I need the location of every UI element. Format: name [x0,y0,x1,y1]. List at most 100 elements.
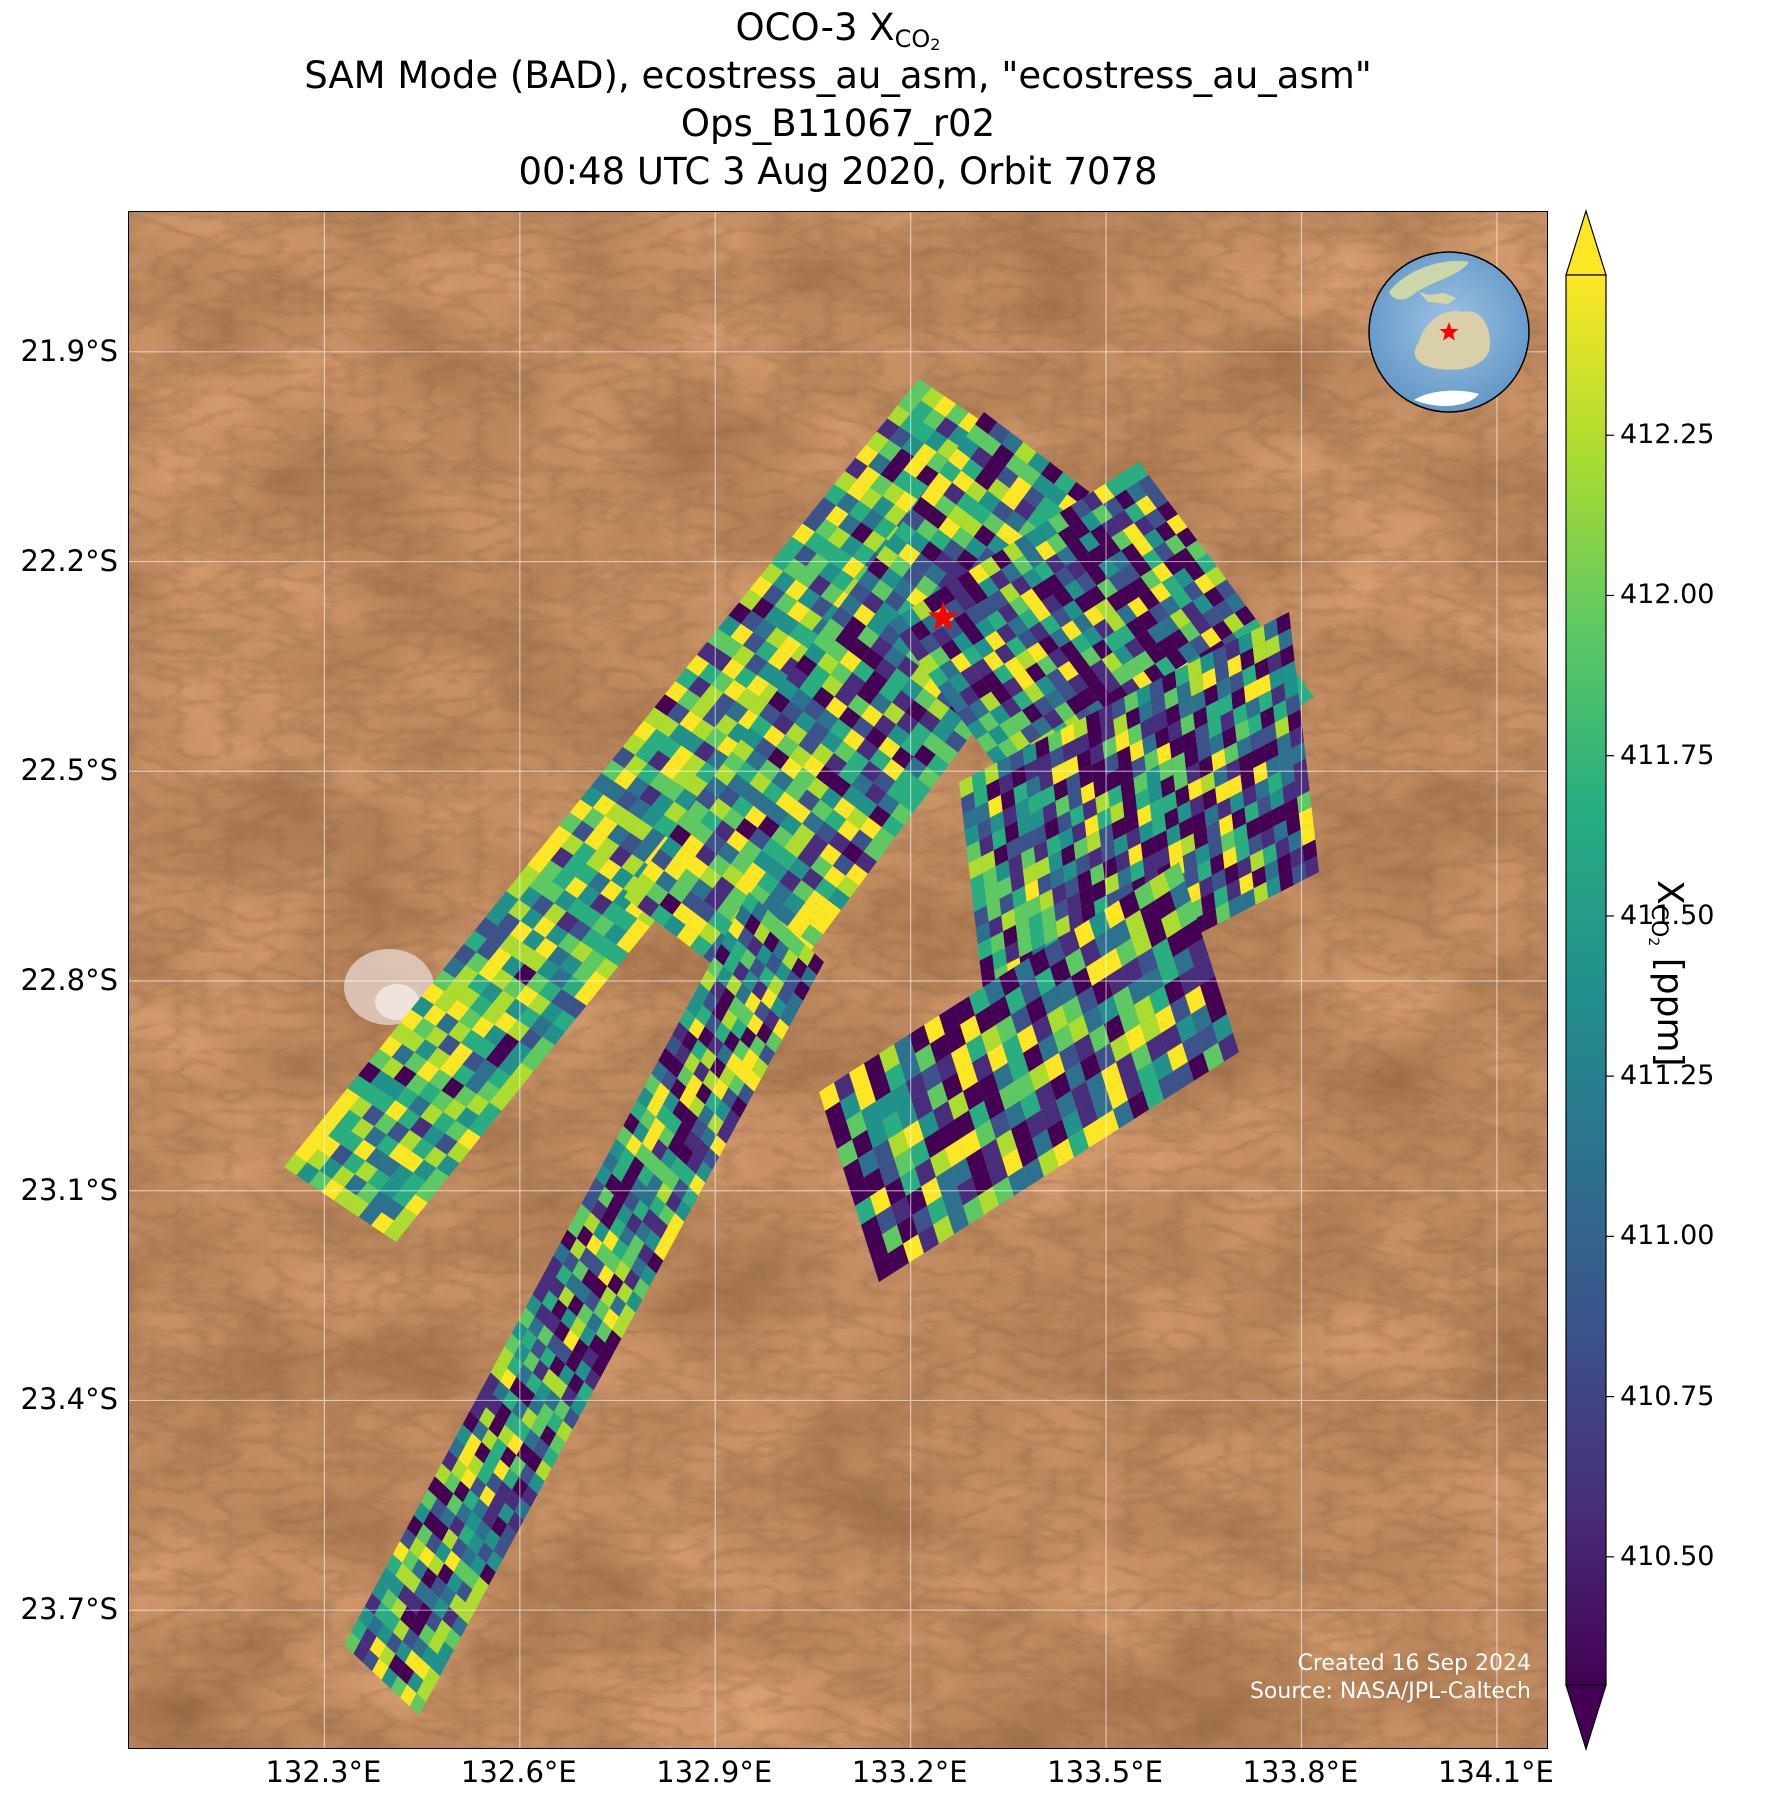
lon-tick-label: 133.2°E [851,1755,968,1789]
sounding-cell [423,1004,447,1027]
sounding-cell [1113,1100,1134,1129]
sounding-cell [1005,636,1027,657]
sounding-cell [1065,1062,1086,1091]
sounding-cell [672,902,695,925]
figure-title: OCO-3 XCO2 SAM Mode (BAD), ecostress_au_… [128,4,1548,196]
sounding-cell [978,576,1000,598]
sounding-cell [987,725,1009,746]
sounding-cell [600,880,624,902]
sounding-cell [978,1186,999,1215]
sounding-cell [605,802,629,825]
sounding-cell [1215,579,1237,600]
sounding-cell [1104,476,1126,497]
sounding-cell [558,1286,575,1308]
sounding-cell [856,738,879,761]
sounding-cell [369,1636,387,1659]
sounding-cell [1142,732,1157,756]
sounding-cell [1099,672,1121,693]
sounding-cell [467,973,491,995]
sounding-cell [1032,1014,1053,1044]
sounding-cell [616,931,640,954]
sounding-cell [725,974,743,997]
sounding-cell [1184,865,1200,889]
sounding-cell [498,1054,522,1077]
sounding-cell [406,1515,424,1537]
sounding-cell [957,1062,978,1092]
sounding-cell [1111,665,1133,686]
sounding-cell [860,760,883,783]
sounding-cell [855,1196,876,1225]
sounding-cell [1077,869,1092,893]
sounding-cell [1153,830,1169,853]
sounding-cell [535,1459,552,1482]
sounding-cell [1175,784,1190,808]
sounding-cell [964,824,980,847]
sounding-cell [996,1129,1017,1158]
sounding-cell [567,1216,584,1239]
sounding-cell [1091,504,1113,525]
sounding-cell [1222,725,1237,749]
sounding-cell [779,813,803,836]
sounding-cell [536,959,560,981]
sounding-cell [921,613,943,634]
title-line-2: SAM Mode (BAD), ecostress_au_asm, "ecost… [304,54,1372,97]
sounding-cell [698,1104,715,1127]
sounding-cell [1002,542,1024,563]
sounding-cell [493,1537,510,1560]
sounding-cell [695,1004,712,1027]
sounding-cell [330,1144,354,1166]
sounding-cell [358,1203,382,1226]
sounding-cell [841,841,864,864]
sounding-cell [541,881,565,904]
sounding-cell [504,1411,522,1434]
sounding-cell [878,439,902,462]
sounding-cell [737,709,761,732]
sounding-cell [750,715,773,738]
sounding-cell [1077,1100,1098,1129]
sounding-cell [867,453,891,475]
sounding-cell [1044,553,1066,574]
sounding-cell [354,1160,378,1183]
sounding-cell [1018,464,1041,487]
sounding-cell [561,833,585,856]
sounding-cell [939,1119,960,1149]
sounding-cell [1031,474,1055,497]
sounding-cell [1113,985,1134,1015]
sounding-cell [1001,908,1016,932]
sounding-cell [424,1146,448,1168]
sounding-cell [734,666,758,689]
sounding-cell [593,1299,610,1321]
sounding-cell [460,1467,477,1490]
sounding-cell [679,1087,696,1109]
sounding-cell [480,981,504,1004]
sounding-cell [1013,781,1029,805]
sounding-cell [1264,859,1279,882]
sounding-cell [760,562,784,585]
sounding-cell [884,504,908,526]
sounding-cell [1059,640,1081,661]
sounding-cell [628,798,652,820]
sounding-cell [861,509,885,531]
sounding-cell [521,1329,538,1351]
sounding-cell [758,965,775,988]
sounding-cell [830,662,853,685]
sounding-cell [500,1368,517,1390]
sounding-cell [1022,568,1044,589]
sounding-cell [700,1126,717,1148]
sounding-cell [829,548,853,570]
sounding-cell [1074,1033,1095,1063]
sounding-cell [1131,1042,1152,1072]
sounding-cell [1042,801,1058,824]
sounding-cell [660,836,683,859]
sounding-cell [802,510,826,532]
sounding-cell [554,889,578,912]
sounding-cell [378,1567,396,1589]
sounding-cell [842,785,865,808]
sounding-cell [1269,667,1284,691]
sounding-cell [958,685,980,707]
sounding-cell [1287,709,1303,733]
sounding-cell [859,487,883,510]
sounding-cell [1220,830,1236,853]
sounding-cell [676,924,699,947]
sounding-cell [655,870,678,893]
